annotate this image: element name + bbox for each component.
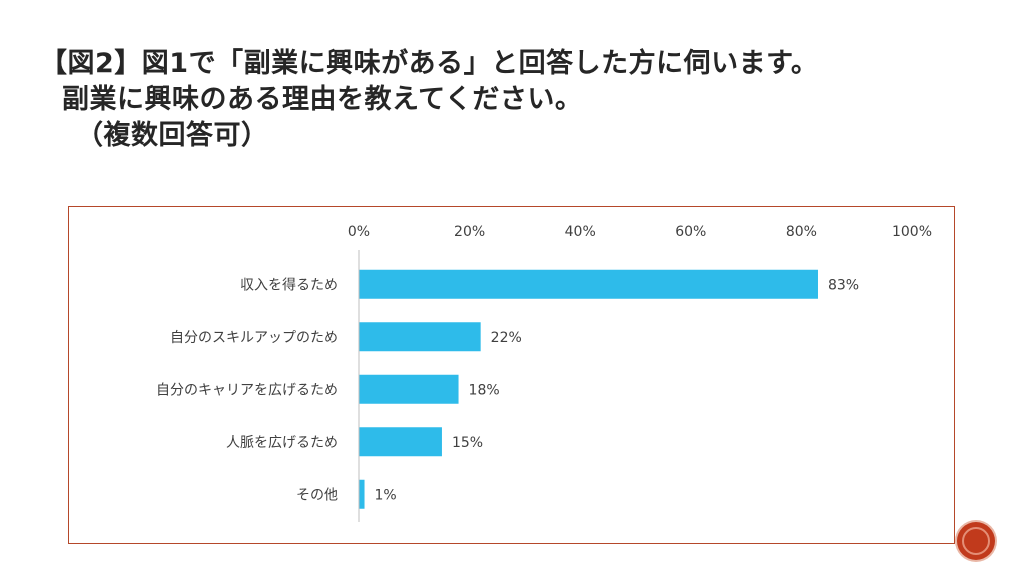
data-label: 83% <box>828 277 859 293</box>
category-label: 人脈を広げるため <box>226 435 338 451</box>
bar <box>359 427 442 457</box>
x-tick-label: 60% <box>675 224 706 240</box>
data-label: 1% <box>375 487 397 503</box>
slide-title: 【図2】図1で「副業に興味がある」と回答した方に伺います。 副業に興味のある理由… <box>40 46 818 154</box>
bar <box>359 322 481 352</box>
x-tick-label: 0% <box>348 224 370 240</box>
chart-frame <box>68 206 955 544</box>
data-label: 18% <box>469 382 500 398</box>
x-tick-label: 80% <box>786 224 817 240</box>
bar <box>359 374 459 404</box>
data-label: 15% <box>452 435 483 451</box>
x-tick-label: 40% <box>565 224 596 240</box>
bar <box>359 479 365 509</box>
category-label: 自分のキャリアを広げるため <box>156 382 338 398</box>
category-label: 自分のスキルアップのため <box>170 330 338 346</box>
title-line-1: 【図2】図1で「副業に興味がある」と回答した方に伺います。 <box>40 48 819 79</box>
slide-number-badge <box>957 522 995 560</box>
title-line-2: 副業に興味のある理由を教えてください。 <box>62 84 583 115</box>
data-label: 22% <box>491 330 522 346</box>
category-label: その他 <box>296 487 338 503</box>
x-tick-label: 20% <box>454 224 485 240</box>
title-line-3: （複数回答可） <box>76 120 269 151</box>
bar <box>359 269 818 299</box>
category-label: 収入を得るため <box>240 276 338 293</box>
x-tick-label: 100% <box>892 224 932 240</box>
